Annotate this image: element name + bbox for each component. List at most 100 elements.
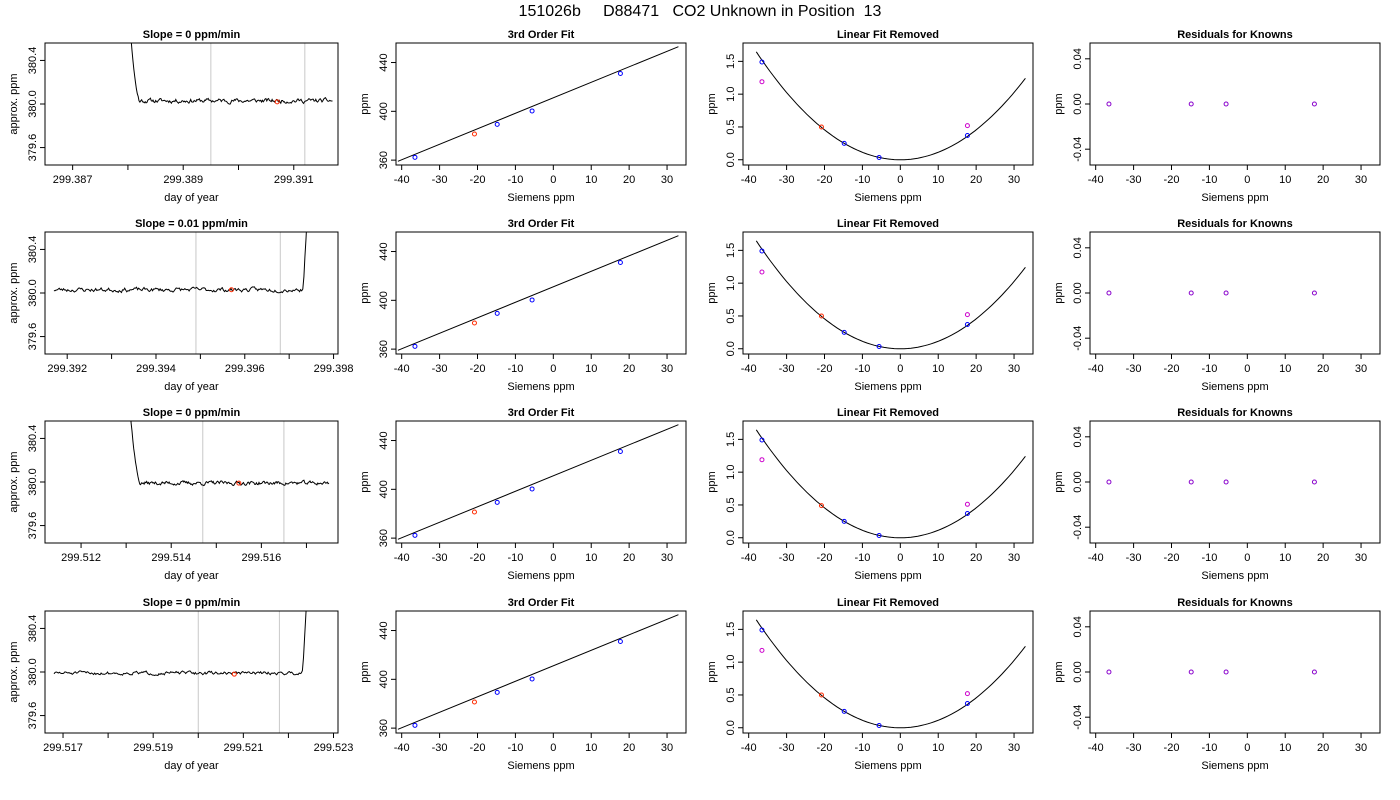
y-tick-label: 0.0 bbox=[725, 720, 737, 735]
data-point-both bbox=[1106, 479, 1112, 485]
panel-title: Residuals for Knowns bbox=[1177, 597, 1293, 609]
average-marker bbox=[228, 287, 234, 293]
x-tick-label: -30 bbox=[779, 174, 795, 186]
data-point-known bbox=[841, 140, 847, 146]
data-point-target bbox=[964, 691, 970, 697]
panel-r4c1: Slope = 0 ppm/min 299.517 299.519 299.521 29… bbox=[8, 597, 354, 772]
y-tick-label: 1.5 bbox=[725, 432, 737, 447]
x-tick-label: 0 bbox=[1244, 363, 1250, 375]
y-tick-label: 440 bbox=[378, 621, 390, 639]
data-point-both bbox=[1106, 101, 1112, 107]
y-axis-label: ppm bbox=[1053, 471, 1065, 492]
x-tick-label: -20 bbox=[817, 174, 833, 186]
data-point-known bbox=[494, 499, 500, 505]
y-tick-label: 360 bbox=[378, 151, 390, 169]
x-tick-label: 30 bbox=[661, 174, 673, 186]
y-tick-label: 0.00 bbox=[1072, 282, 1084, 303]
y-axis-label: ppm bbox=[1053, 93, 1065, 114]
panel-title: Linear Fit Removed bbox=[837, 218, 939, 230]
y-tick-label: 440 bbox=[378, 242, 390, 260]
data-point-unknown bbox=[818, 124, 824, 130]
y-tick-label: 380.0 bbox=[27, 658, 39, 686]
data-point-target bbox=[759, 79, 765, 85]
data-point-target bbox=[759, 457, 765, 463]
panel-title: 3rd Order Fit bbox=[508, 218, 575, 230]
data-point-both bbox=[1106, 669, 1112, 675]
y-tick-label: 0.04 bbox=[1072, 426, 1084, 447]
panel-title: Linear Fit Removed bbox=[837, 407, 939, 419]
data-point-known bbox=[412, 343, 418, 349]
x-tick-label: 10 bbox=[932, 363, 944, 375]
x-tick-label: 10 bbox=[585, 552, 597, 564]
x-axis-label: Siemens ppm bbox=[854, 381, 921, 393]
x-tick-label: 0 bbox=[550, 742, 556, 754]
x-tick-label: 0 bbox=[1244, 742, 1250, 754]
x-tick-label: 299.512 bbox=[61, 552, 101, 564]
y-tick-label: 400 bbox=[378, 102, 390, 120]
x-axis-label: Siemens ppm bbox=[507, 760, 574, 772]
x-tick-label: -20 bbox=[817, 552, 833, 564]
data-point-known bbox=[964, 132, 970, 138]
y-tick-label: 1.0 bbox=[725, 465, 737, 480]
x-axis-label: Siemens ppm bbox=[1201, 192, 1268, 204]
plot-frame bbox=[395, 42, 687, 166]
fit-curve bbox=[755, 240, 1026, 350]
plot-data bbox=[53, 232, 307, 354]
data-point-known bbox=[841, 518, 847, 524]
y-tick-label: 0.5 bbox=[725, 119, 737, 134]
plot-data bbox=[130, 421, 330, 543]
x-tick-label: 299.523 bbox=[314, 742, 354, 754]
data-point-unknown bbox=[471, 320, 477, 326]
x-tick-label: 299.394 bbox=[136, 363, 176, 375]
y-tick-label: -0.04 bbox=[1072, 137, 1084, 162]
x-axis-label: Siemens ppm bbox=[854, 192, 921, 204]
panel-title: Linear Fit Removed bbox=[837, 597, 939, 609]
concentration-trace bbox=[53, 611, 307, 677]
x-tick-label: -10 bbox=[854, 363, 870, 375]
y-tick-label: 379.6 bbox=[27, 702, 39, 730]
y-tick-label: 0.04 bbox=[1072, 616, 1084, 637]
data-point-known bbox=[964, 321, 970, 327]
y-tick-label: 380.4 bbox=[27, 615, 39, 643]
data-point-known bbox=[617, 449, 623, 454]
x-tick-label: 0 bbox=[1244, 174, 1250, 186]
panel-title: 3rd Order Fit bbox=[508, 597, 575, 609]
y-tick-label: -0.04 bbox=[1072, 705, 1084, 730]
data-point-known bbox=[529, 108, 535, 114]
y-tick-label: 0.04 bbox=[1072, 48, 1084, 69]
x-tick-label: -10 bbox=[1201, 363, 1217, 375]
x-tick-label: -10 bbox=[854, 552, 870, 564]
data-point-known bbox=[617, 260, 623, 265]
x-tick-label: 30 bbox=[1008, 363, 1020, 375]
x-tick-label: 30 bbox=[1355, 363, 1367, 375]
concentration-trace bbox=[53, 232, 307, 294]
x-tick-label: 30 bbox=[1008, 174, 1020, 186]
fit-curve bbox=[755, 619, 1026, 729]
plot-frame bbox=[395, 610, 687, 734]
data-point-target bbox=[964, 123, 970, 129]
panel-r3c4: Residuals for Knowns -40 -30 -20 -10 0 10 20 30 -… bbox=[1053, 407, 1381, 582]
y-tick-label: 380.4 bbox=[27, 47, 39, 75]
y-tick-label: 380.0 bbox=[27, 90, 39, 118]
x-tick-label: -20 bbox=[1164, 552, 1180, 564]
x-tick-label: 10 bbox=[1279, 363, 1291, 375]
x-tick-label: 0 bbox=[550, 174, 556, 186]
x-tick-label: 10 bbox=[1279, 552, 1291, 564]
x-tick-label: -20 bbox=[470, 742, 486, 754]
data-point-known bbox=[494, 310, 500, 316]
x-tick-label: -20 bbox=[1164, 363, 1180, 375]
y-tick-label: 0.5 bbox=[725, 308, 737, 323]
y-axis-label: ppm bbox=[359, 471, 371, 492]
x-tick-label: 30 bbox=[1355, 742, 1367, 754]
x-tick-label: -40 bbox=[741, 174, 757, 186]
x-tick-label: -40 bbox=[741, 742, 757, 754]
x-tick-label: -30 bbox=[432, 363, 448, 375]
x-tick-label: 299.521 bbox=[223, 742, 263, 754]
data-point-known bbox=[494, 121, 500, 127]
plot-frame bbox=[1089, 42, 1381, 166]
x-tick-label: -30 bbox=[432, 174, 448, 186]
x-tick-label: 299.396 bbox=[225, 363, 265, 375]
x-tick-label: -30 bbox=[1126, 174, 1142, 186]
panel-r2c1: Slope = 0.01 ppm/min 299.392 299.394 299.39… bbox=[8, 218, 353, 393]
x-tick-label: -10 bbox=[1201, 174, 1217, 186]
